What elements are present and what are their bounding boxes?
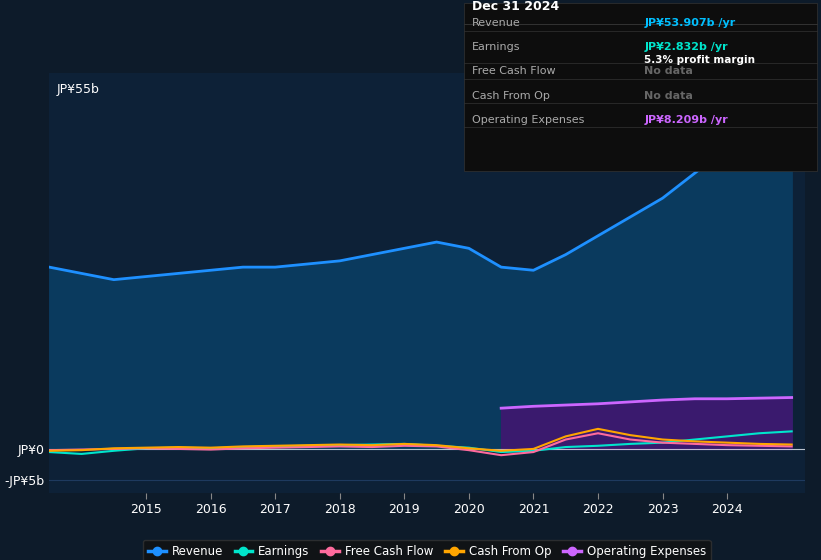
Text: JP¥55b: JP¥55b xyxy=(57,83,99,96)
Text: JP¥53.907b /yr: JP¥53.907b /yr xyxy=(644,18,736,29)
Text: JP¥2.832b /yr: JP¥2.832b /yr xyxy=(644,43,728,53)
Text: Free Cash Flow: Free Cash Flow xyxy=(472,67,556,77)
Text: Dec 31 2024: Dec 31 2024 xyxy=(472,0,559,12)
Text: Operating Expenses: Operating Expenses xyxy=(472,115,585,125)
Text: Earnings: Earnings xyxy=(472,43,521,53)
Text: Cash From Op: Cash From Op xyxy=(472,91,550,101)
Text: 5.3% profit margin: 5.3% profit margin xyxy=(644,55,755,65)
Legend: Revenue, Earnings, Free Cash Flow, Cash From Op, Operating Expenses: Revenue, Earnings, Free Cash Flow, Cash … xyxy=(143,540,711,560)
Text: No data: No data xyxy=(644,67,694,77)
Text: JP¥8.209b /yr: JP¥8.209b /yr xyxy=(644,115,728,125)
Text: No data: No data xyxy=(644,91,694,101)
Text: Revenue: Revenue xyxy=(472,18,521,29)
